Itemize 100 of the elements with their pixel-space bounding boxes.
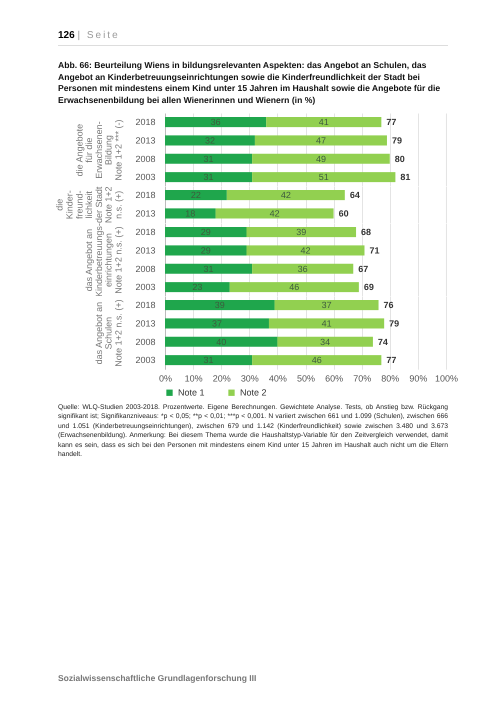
data-label: 39 <box>214 300 225 310</box>
y-tick-label: 2013 <box>136 245 156 256</box>
data-label: 41 <box>322 318 332 328</box>
data-label: 22 <box>190 190 201 200</box>
bar <box>165 172 252 182</box>
bar <box>277 336 373 347</box>
y-tick-label: 2003 <box>136 355 156 366</box>
bar <box>165 117 266 128</box>
bar <box>252 355 382 366</box>
bar <box>246 245 364 256</box>
bar <box>165 336 278 347</box>
x-tick-label: 80% <box>381 374 400 384</box>
legend-label: Note 2 <box>240 388 266 398</box>
bar <box>165 208 216 219</box>
total-label: 68 <box>361 226 372 237</box>
data-label: 23 <box>192 282 202 292</box>
y-tick-label: 2018 <box>136 190 156 200</box>
x-tick-label: 50% <box>297 374 315 384</box>
total-label: 80 <box>394 154 405 164</box>
y-tick-label: 2008 <box>136 336 156 347</box>
bar <box>165 190 227 200</box>
x-tick-label: 0% <box>159 374 172 384</box>
bar <box>230 282 359 292</box>
data-label: 42 <box>300 245 310 256</box>
bar <box>165 318 269 328</box>
bar <box>252 172 396 182</box>
total-label: 77 <box>386 355 396 366</box>
total-label: 69 <box>364 282 374 292</box>
bar <box>252 264 354 274</box>
y-tick-label: 2003 <box>136 172 156 182</box>
text: Sozialwissenschaftliche Grundlagenforschung III <box>58 673 256 683</box>
data-label: 29 <box>200 226 211 237</box>
y-tick-label: 2013 <box>136 208 156 219</box>
data-label: 31 <box>204 172 214 182</box>
bar <box>165 245 246 256</box>
legend-label: Note 1 <box>178 388 204 398</box>
y-axis-title: das Angebot an Schulen Note 1+2 n.s. (+) <box>94 299 124 367</box>
bar <box>268 318 384 328</box>
data-label: 41 <box>318 117 329 128</box>
text: 126 | Seite <box>58 30 120 41</box>
data-label: 37 <box>212 318 222 328</box>
bar <box>226 190 345 200</box>
bar <box>165 226 246 237</box>
x-tick-label: 10% <box>184 374 203 384</box>
bar <box>216 208 334 219</box>
data-label: 37 <box>322 300 332 310</box>
x-tick-label: 60% <box>325 374 344 384</box>
data-label: 31 <box>204 355 214 366</box>
bar <box>254 135 387 146</box>
x-tick-label: 30% <box>240 374 259 384</box>
y-tick-label: 2018 <box>136 117 156 128</box>
data-label: 29 <box>200 245 211 256</box>
bar <box>165 300 275 310</box>
y-axis-title: das Angebot an Kinderbetreuungs- einrichtungen Note 1+2 n.s. (+) <box>84 222 124 297</box>
data-label: 42 <box>270 208 280 219</box>
bar <box>246 226 356 237</box>
bar <box>274 300 379 310</box>
y-tick-label: 2008 <box>136 264 156 274</box>
bar <box>165 282 230 292</box>
total-label: 76 <box>384 300 394 310</box>
data-label: 36 <box>210 117 221 128</box>
data-label: 46 <box>289 282 300 292</box>
x-tick-label: 40% <box>268 374 287 384</box>
data-label: 36 <box>298 264 308 274</box>
x-tick-label: 20% <box>212 374 231 384</box>
x-tick-label: 70% <box>353 374 372 384</box>
x-tick-label: 100% <box>434 374 458 384</box>
data-label: 46 <box>312 355 322 366</box>
bar <box>165 154 252 164</box>
total-label: 81 <box>400 172 410 182</box>
bar <box>165 135 255 146</box>
data-label: 39 <box>296 226 306 237</box>
y-axis-title: die Angebote für die Erwachsenen- Bildung Note 1+2 *** (-) <box>74 120 124 181</box>
data-label: 51 <box>318 172 329 182</box>
total-label: 64 <box>350 190 360 200</box>
total-label: 77 <box>386 117 396 128</box>
data-label: 34 <box>320 336 330 347</box>
data-label: 40 <box>216 336 226 347</box>
total-label: 74 <box>378 336 388 347</box>
y-tick-label: 2018 <box>136 300 156 310</box>
data-label: 31 <box>204 264 214 274</box>
data-label: 31 <box>204 154 214 164</box>
bar <box>252 154 390 164</box>
data-label: 18 <box>185 208 196 219</box>
y-tick-label: 2003 <box>136 282 156 292</box>
data-label: 32 <box>204 135 215 146</box>
y-tick-label: 2018 <box>136 226 156 237</box>
total-label: 67 <box>358 264 368 274</box>
data-label: 42 <box>280 190 291 200</box>
bar <box>266 117 382 128</box>
total-label: 71 <box>369 245 380 256</box>
y-tick-label: 2013 <box>136 318 156 328</box>
total-label: 79 <box>392 135 402 146</box>
y-axis-title: die Kinder- freund- lichkeit der Stadt Note 1+2 n.s. (+) <box>54 186 124 224</box>
bar <box>165 264 252 274</box>
data-label: 47 <box>316 135 326 146</box>
x-tick-label: 90% <box>409 374 428 384</box>
total-label: 60 <box>338 208 349 219</box>
y-tick-label: 2013 <box>136 135 156 146</box>
chart-title: Abb. 66: Beurteilung Wiens in bildungsrelevanten Aspekten: das Angebot an Schulen, das Angebot an Kinderbetreuungseinrichtungen sowie die Kinderfreundlichkeit der Stadt bei Personen mit mindestens einem Kind unter 15 Jahren im Haushalt sowie die Angebote für die Erwachsenenbildung bei allen Wienerinnen und Wienern (in %) <box>58 60 442 106</box>
